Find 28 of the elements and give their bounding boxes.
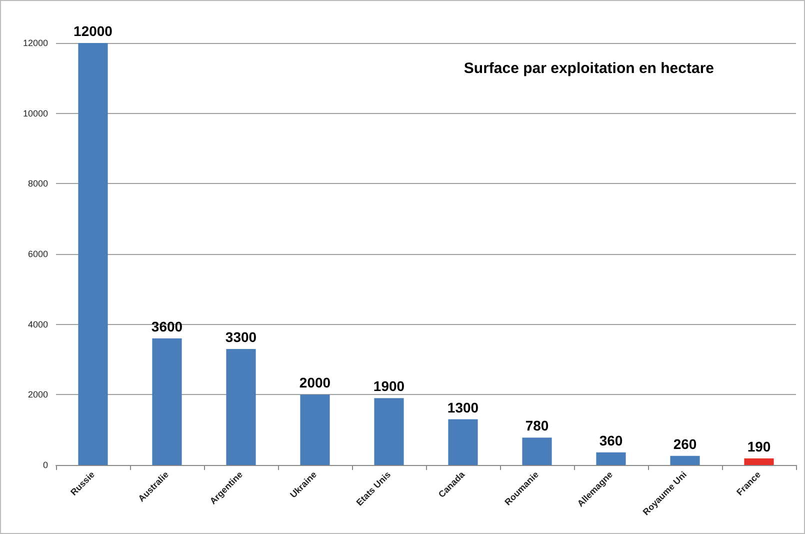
data-label: 190: [747, 438, 771, 454]
bar: [374, 398, 404, 465]
bar: [448, 419, 478, 465]
bar: [78, 43, 108, 465]
y-tick-label: 10000: [22, 108, 48, 118]
bar: [300, 394, 330, 465]
data-label: 260: [673, 436, 697, 452]
data-label: 2000: [299, 374, 331, 391]
y-tick-label: 6000: [28, 249, 48, 259]
bar: [744, 458, 774, 465]
y-tick-label: 2000: [28, 390, 48, 400]
y-tick-label: 12000: [22, 38, 48, 48]
data-label: 12000: [74, 23, 113, 39]
data-label: 3300: [225, 328, 257, 345]
bar: [152, 338, 182, 465]
bar: [670, 456, 700, 465]
bar: [226, 348, 256, 465]
text: Surface par exploitation en hectare: [464, 60, 714, 77]
data-label: 780: [525, 418, 549, 434]
data-label: 1900: [373, 378, 405, 394]
data-label: 1300: [447, 399, 479, 416]
y-tick-label: 0: [42, 460, 48, 470]
data-label: 360: [599, 432, 623, 448]
data-label: 3600: [151, 318, 183, 334]
bar: [596, 452, 626, 465]
y-tick-label: 4000: [28, 319, 48, 330]
y-tick-label: 8000: [28, 178, 48, 189]
bar: [522, 438, 552, 465]
